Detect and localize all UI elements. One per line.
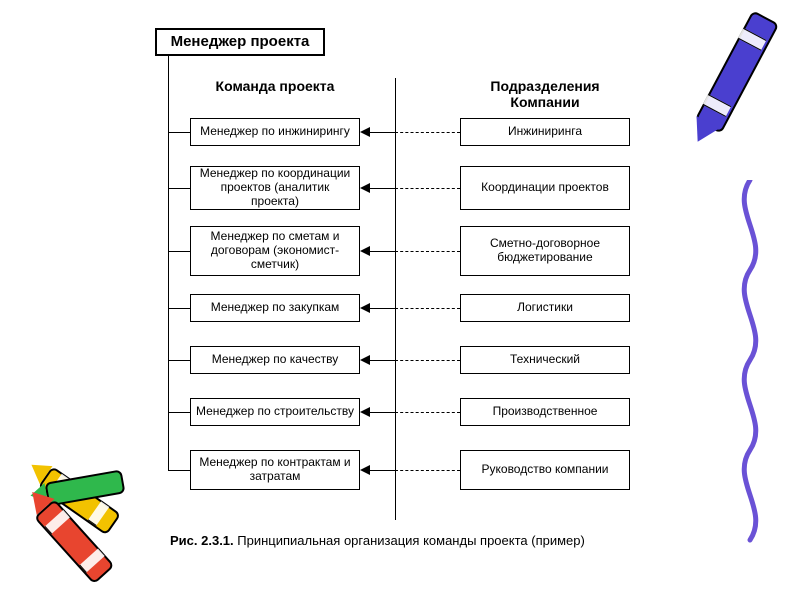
- left-node: Менеджер по инжинирингу: [190, 118, 360, 146]
- tree-branch-line: [168, 132, 190, 133]
- link-dashed-line: [395, 470, 460, 471]
- left-node: Менеджер по строительству: [190, 398, 360, 426]
- center-divider-line: [395, 78, 396, 520]
- right-node: Технический: [460, 346, 630, 374]
- crayon-blue-icon: [653, 0, 800, 181]
- link-solid-line: [370, 308, 395, 309]
- right-node: Координации проектов: [460, 166, 630, 210]
- right-node: Инжиниринга: [460, 118, 630, 146]
- tree-branch-line: [168, 251, 190, 252]
- tree-branch-line: [168, 188, 190, 189]
- tree-branch-line: [168, 308, 190, 309]
- link-dashed-line: [395, 360, 460, 361]
- tree-branch-line: [168, 470, 190, 471]
- right-node: Производственное: [460, 398, 630, 426]
- link-dashed-line: [395, 412, 460, 413]
- left-node: Менеджер по закупкам: [190, 294, 360, 322]
- link-dashed-line: [395, 308, 460, 309]
- figure-caption: Рис. 2.3.1. Принципиальная организация к…: [170, 533, 585, 548]
- right-node: Руководство компании: [460, 450, 630, 490]
- arrow-icon: [360, 407, 370, 417]
- squiggle-icon: [720, 180, 780, 560]
- tree-branch-line: [168, 412, 190, 413]
- left-column-header: Команда проекта: [190, 78, 360, 94]
- link-solid-line: [370, 132, 395, 133]
- link-dashed-line: [395, 188, 460, 189]
- arrow-icon: [360, 303, 370, 313]
- caption-text: Принципиальная организация команды проек…: [234, 533, 585, 548]
- caption-number: Рис. 2.3.1.: [170, 533, 234, 548]
- arrow-icon: [360, 183, 370, 193]
- arrow-icon: [360, 355, 370, 365]
- arrow-icon: [360, 127, 370, 137]
- link-solid-line: [370, 360, 395, 361]
- arrow-icon: [360, 465, 370, 475]
- root-node: Менеджер проекта: [155, 28, 325, 56]
- link-dashed-line: [395, 251, 460, 252]
- left-node: Менеджер по сметам и договорам (экономис…: [190, 226, 360, 276]
- arrow-icon: [360, 246, 370, 256]
- right-column-header: Подразделения Компании: [460, 78, 630, 110]
- link-solid-line: [370, 251, 395, 252]
- right-node: Сметно-договорное бюджетирование: [460, 226, 630, 276]
- tree-branch-line: [168, 360, 190, 361]
- link-dashed-line: [395, 132, 460, 133]
- left-node: Менеджер по контрактам и затратам: [190, 450, 360, 490]
- link-solid-line: [370, 412, 395, 413]
- right-node: Логистики: [460, 294, 630, 322]
- link-solid-line: [370, 470, 395, 471]
- tree-trunk-line: [168, 56, 169, 470]
- left-node: Менеджер по координации проектов (аналит…: [190, 166, 360, 210]
- diagram-canvas: Менеджер проекта Команда проекта Подразд…: [0, 0, 800, 600]
- left-node: Менеджер по качеству: [190, 346, 360, 374]
- link-solid-line: [370, 188, 395, 189]
